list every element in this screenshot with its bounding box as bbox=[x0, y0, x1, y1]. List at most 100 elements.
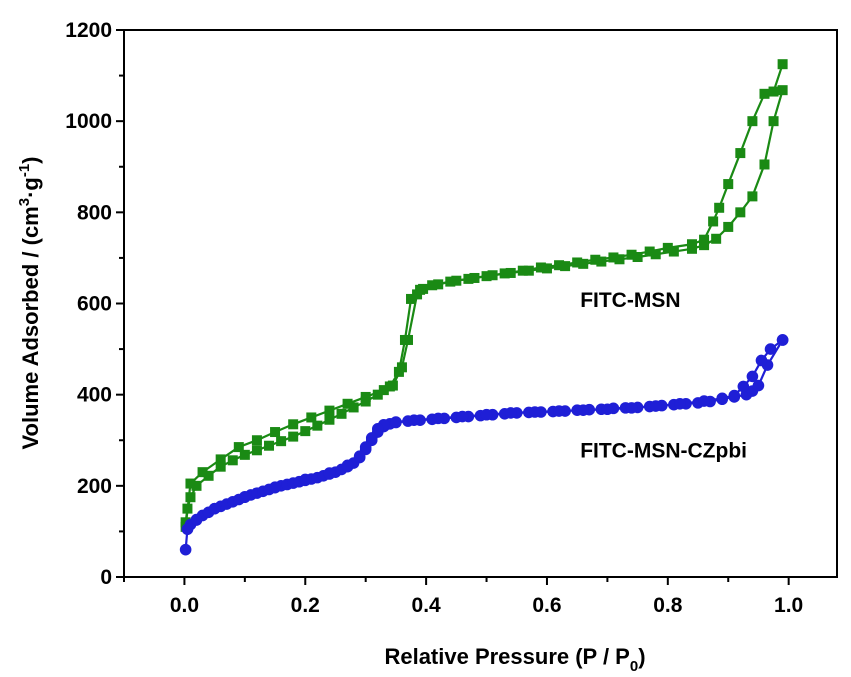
fitc-msn-desorption-point bbox=[714, 202, 725, 213]
fitc-msn-czpbi-desorption-point bbox=[764, 343, 777, 355]
fitc-msn-desorption-point bbox=[342, 398, 353, 409]
fitc-msn-adsorption-point bbox=[523, 265, 534, 276]
series-annotation: FITC-MSN-CZpbi bbox=[580, 440, 747, 463]
y-axis-ticks: 0 200 400 600 800 1000 1200 bbox=[65, 19, 124, 589]
fitc-msn-czpbi-desorption-point bbox=[299, 473, 312, 486]
fitc-msn-adsorption-point bbox=[312, 420, 323, 431]
fitc-msn-adsorption-point bbox=[469, 272, 480, 283]
fitc-msn-czpbi-desorption-point bbox=[504, 407, 517, 419]
fitc-msn-czpbi-desorption-point bbox=[269, 481, 281, 494]
fitc-msn-adsorption-point bbox=[451, 275, 462, 286]
fitc-msn-adsorption-point bbox=[632, 252, 643, 263]
series-fitc-msn bbox=[180, 59, 788, 532]
fitc-msn-adsorption-point bbox=[650, 249, 661, 260]
fitc-msn-czpbi-desorption-point bbox=[674, 397, 686, 410]
fitc-msn-desorption-point bbox=[418, 283, 429, 294]
y-tick-label: 400 bbox=[77, 384, 112, 407]
fitc-msn-czpbi-desorption-point bbox=[737, 380, 750, 393]
x-axis-title-subscript: 0 bbox=[630, 658, 638, 675]
fitc-msn-adsorption-point bbox=[614, 254, 625, 265]
fitc-msn-adsorption-point bbox=[433, 279, 444, 290]
x-tick-label: 0.8 bbox=[653, 594, 683, 617]
fitc-msn-desorption-point bbox=[251, 435, 262, 446]
y-tick-label: 1000 bbox=[65, 110, 112, 133]
y-axis-title-sup2: -1 bbox=[16, 164, 33, 177]
y-axis-title-mid: ·g bbox=[18, 177, 43, 198]
fitc-msn-desorption-point bbox=[378, 385, 389, 396]
fitc-msn-desorption-point bbox=[402, 334, 413, 345]
fitc-msn-desorption-point bbox=[396, 362, 407, 373]
fitc-msn-adsorption-point bbox=[406, 293, 417, 304]
fitc-msn-czpbi-desorption-point bbox=[359, 441, 372, 453]
fitc-msn-desorption-point bbox=[288, 419, 299, 430]
fitc-msn-adsorption-point bbox=[560, 261, 571, 272]
fitc-msn-czpbi-desorption-point bbox=[371, 423, 384, 435]
fitc-msn-desorption-point bbox=[708, 216, 719, 227]
fitc-msn-czpbi-adsorption-point bbox=[752, 379, 765, 392]
fitc-msn-czpbi-desorption-point bbox=[529, 406, 541, 418]
fitc-msn-desorption-point bbox=[215, 454, 226, 465]
fitc-msn-adsorption-point bbox=[264, 440, 275, 451]
x-tick-label: 0.4 bbox=[412, 594, 442, 617]
plot-frame bbox=[123, 29, 838, 578]
fitc-msn-desorption-point bbox=[427, 280, 438, 291]
x-tick-label: 0.0 bbox=[170, 594, 199, 617]
fitc-msn-czpbi-desorption-point bbox=[181, 523, 194, 535]
fitc-msn-czpbi-desorption-point bbox=[746, 370, 759, 383]
fitc-msn-adsorption-point bbox=[541, 263, 552, 274]
y-axis-title-sup1: 3 bbox=[16, 198, 33, 206]
fitc-msn-adsorption-point bbox=[596, 256, 607, 267]
fitc-msn-adsorption-point bbox=[348, 402, 359, 413]
fitc-msn-desorption-point bbox=[324, 405, 335, 416]
fitc-msn-adsorption-point bbox=[182, 503, 193, 514]
fitc-msn-desorption-point bbox=[662, 242, 673, 253]
fitc-msn-adsorption-point bbox=[759, 159, 770, 170]
fitc-msn-czpbi-desorption-point bbox=[553, 405, 565, 417]
fitc-msn-adsorption-point bbox=[711, 233, 722, 244]
fitc-msn-czpbi-desorption-point bbox=[625, 402, 638, 414]
fitc-msn-adsorption-point bbox=[668, 246, 679, 257]
x-tick-label: 0.6 bbox=[532, 594, 561, 617]
fitc-msn-desorption-point bbox=[686, 239, 697, 250]
fitc-msn-desorption-point bbox=[270, 427, 281, 438]
annotation-layer: FITC-MSN FITC-MSN-CZpbi bbox=[580, 289, 747, 462]
fitc-msn-czpbi-desorption-point bbox=[365, 432, 378, 444]
fitc-msn-adsorption-point bbox=[723, 221, 734, 232]
fitc-msn-desorption-point bbox=[233, 442, 244, 453]
fitc-msn-desorption-point bbox=[608, 252, 619, 263]
fitc-msn-desorption-point bbox=[768, 86, 779, 97]
fitc-msn-adsorption-point bbox=[487, 270, 498, 281]
fitc-msn-desorption-point bbox=[747, 116, 758, 127]
fitc-msn-czpbi-desorption-point bbox=[728, 389, 741, 402]
fitc-msn-desorption-point bbox=[481, 271, 492, 282]
fitc-msn-czpbi-desorption-point bbox=[755, 354, 768, 367]
fitc-msn-adsorption-point bbox=[215, 461, 226, 472]
fitc-msn-czpbi-desorption-point bbox=[239, 490, 251, 503]
fitc-msn-desorption-point bbox=[360, 391, 371, 402]
fitc-msn-czpbi-desorption-point bbox=[432, 412, 445, 425]
fitc-msn-czpbi-desorption-point bbox=[208, 502, 221, 515]
fitc-msn-czpbi-desorption-point bbox=[577, 404, 590, 416]
fitc-msn-czpbi-desorption-point bbox=[456, 410, 469, 423]
fitc-msn-desorption-point bbox=[723, 179, 734, 190]
fitc-msn-czpbi-desorption-point bbox=[649, 400, 662, 412]
fitc-msn-adsorption-point bbox=[372, 389, 383, 400]
fitc-msn-adsorption-point bbox=[300, 426, 311, 437]
x-tick-label: 1.0 bbox=[774, 594, 803, 617]
fitc-msn-czpbi-desorption-point bbox=[390, 416, 402, 428]
fitc-msn-desorption-point bbox=[306, 412, 317, 423]
fitc-msn-desorption-point bbox=[197, 467, 208, 478]
fitc-msn-desorption-point bbox=[412, 289, 423, 300]
fitc-msn-desorption-point bbox=[535, 262, 546, 273]
fitc-msn-czpbi-desorption-point bbox=[323, 467, 336, 479]
series-fitc-msn-czpbi bbox=[179, 334, 789, 556]
fitc-msn-desorption-point bbox=[699, 234, 710, 245]
series-layer bbox=[179, 59, 789, 556]
fitc-msn-desorption-point bbox=[590, 254, 601, 265]
fitc-msn-desorption-point bbox=[517, 265, 528, 276]
x-axis-ticks: 0.0 0.2 0.4 0.6 0.8 1.0 bbox=[123, 577, 803, 617]
fitc-msn-adsorption-point bbox=[735, 207, 746, 218]
fitc-msn-desorption-point bbox=[499, 268, 510, 279]
fitc-msn-adsorption-point bbox=[276, 436, 287, 447]
